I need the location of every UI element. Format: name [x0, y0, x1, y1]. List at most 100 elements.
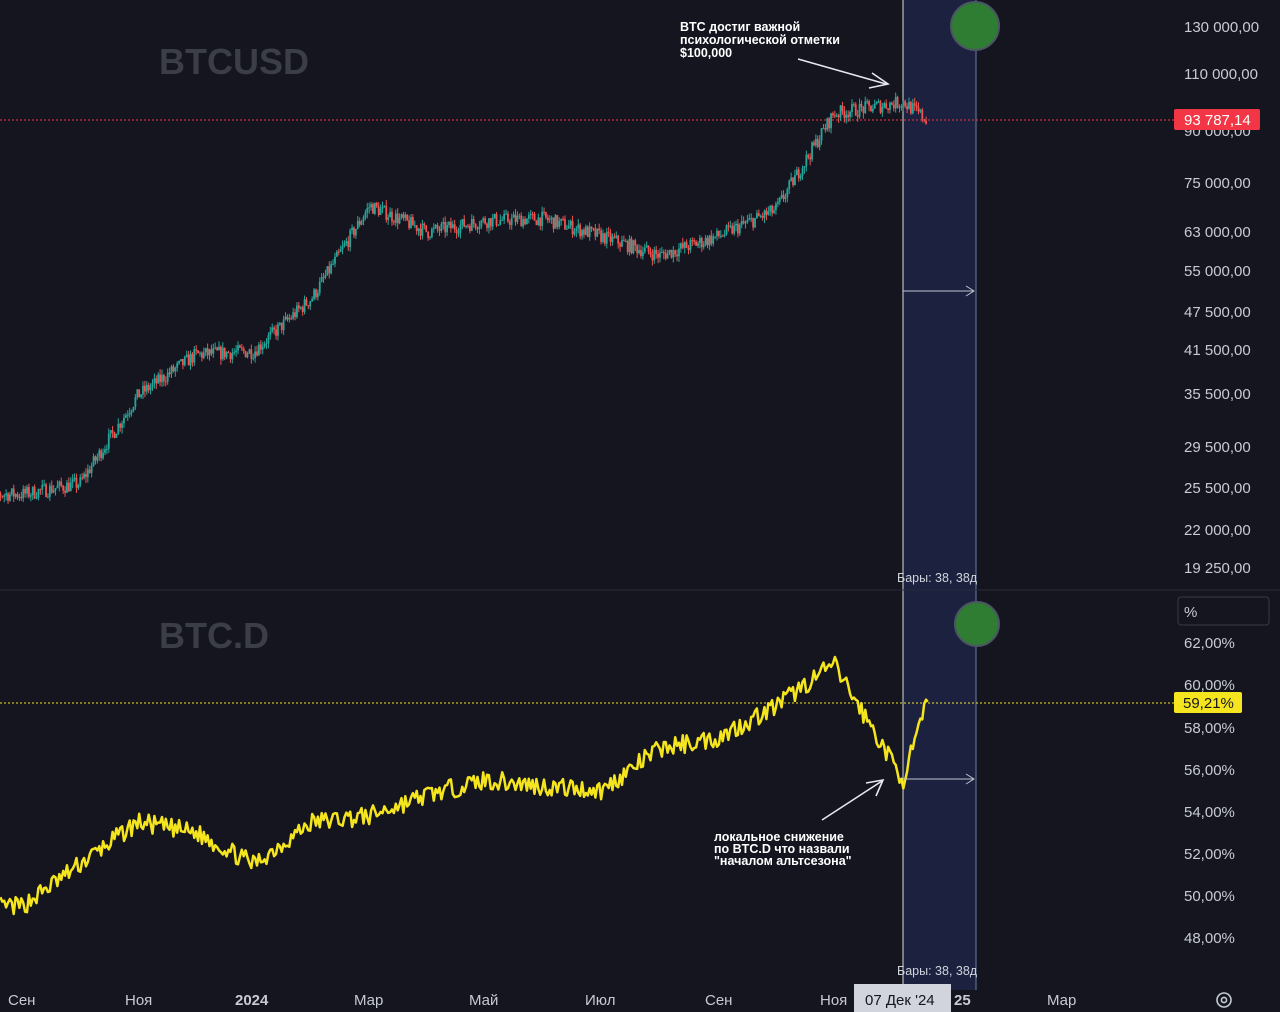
- candle-body: [522, 219, 525, 227]
- candle-body: [334, 256, 336, 264]
- candle-body: [824, 128, 827, 130]
- candle-body: [664, 253, 667, 259]
- candle-body: [795, 169, 798, 176]
- candle-body: [259, 344, 262, 350]
- candle-body: [100, 450, 103, 459]
- candle-body: [581, 229, 583, 237]
- candle-body: [754, 217, 756, 228]
- candle-body: [602, 233, 604, 242]
- candle-body: [43, 484, 46, 486]
- candle-body: [400, 214, 403, 218]
- candle-body: [7, 493, 9, 501]
- candle-body: [856, 115, 859, 117]
- candle-body: [598, 228, 601, 231]
- candle-body: [584, 226, 587, 235]
- candle-body: [81, 477, 84, 479]
- candle-body: [913, 103, 916, 106]
- y-tick-47500: 47 500,00: [1184, 304, 1251, 321]
- candle-body: [240, 347, 243, 349]
- candle-body: [467, 225, 469, 227]
- candle-body: [763, 210, 766, 218]
- candle-body: [210, 349, 213, 354]
- candle-body: [45, 484, 47, 498]
- candle-body: [636, 245, 639, 254]
- candle-body: [136, 389, 139, 398]
- candle-body: [735, 223, 737, 226]
- candle-body: [64, 490, 66, 493]
- candle-body: [263, 343, 266, 347]
- candle-body: [235, 350, 238, 353]
- candle-body: [398, 217, 401, 224]
- candle-body: [256, 351, 258, 356]
- candle-body: [890, 102, 893, 105]
- candle-body: [448, 222, 450, 226]
- candle-body: [265, 343, 268, 345]
- x-tick-jul-2024: Июл: [585, 992, 615, 1009]
- candle-body: [286, 316, 289, 320]
- value-badge: [1174, 692, 1242, 713]
- candle-body: [197, 350, 200, 354]
- candle-body: [96, 456, 99, 461]
- candle-body: [14, 494, 17, 497]
- candle-body: [457, 233, 460, 235]
- candle-body: [419, 228, 422, 236]
- candle-body: [176, 363, 179, 368]
- candle-body: [816, 138, 819, 147]
- candle-body: [590, 226, 593, 229]
- candle-body: [85, 473, 87, 478]
- candle-body: [885, 103, 888, 109]
- candle-body: [575, 228, 578, 232]
- candle-body: [480, 220, 483, 227]
- candle-body: [607, 231, 610, 233]
- candle-body: [488, 218, 490, 228]
- candle-body: [801, 168, 804, 176]
- unit-box[interactable]: [1177, 596, 1270, 626]
- candle-body: [681, 243, 684, 248]
- y-axis-top[interactable]: 130 000,00 110 000,00 90 000,00 75 000,0…: [1184, 19, 1259, 577]
- candle-body: [609, 232, 612, 242]
- y-axis-bottom[interactable]: 62,00% 60,00% 58,00% 56,00% 54,00% 52,00…: [1184, 635, 1235, 947]
- candle-body: [773, 210, 775, 214]
- y-tick-75000: 75 000,00: [1184, 175, 1251, 192]
- candle-body: [915, 105, 918, 108]
- candle-body: [554, 215, 557, 229]
- candle-body: [571, 220, 574, 235]
- candle-body: [3, 495, 6, 497]
- candle-body: [299, 307, 302, 309]
- marker-circle-bottom[interactable]: [954, 601, 1000, 647]
- candle-body: [868, 101, 870, 106]
- range-arrow-top-head: [965, 285, 975, 297]
- candle-body: [679, 243, 682, 249]
- candle-body: [469, 225, 471, 231]
- candle-body: [461, 219, 464, 225]
- candle-body: [187, 354, 190, 366]
- candle-body: [181, 359, 184, 366]
- gear-icon[interactable]: [1216, 992, 1232, 1008]
- candle-body: [90, 465, 93, 473]
- candle-body: [104, 449, 106, 453]
- candle-body: [60, 481, 63, 486]
- annotation-bottom-arrow: [821, 780, 883, 821]
- candle-body: [626, 240, 629, 253]
- candle-body: [54, 488, 57, 491]
- candle-body: [594, 228, 597, 237]
- candle-body: [902, 101, 905, 107]
- candle-body: [514, 214, 517, 222]
- candle-body: [292, 312, 295, 319]
- candle-body: [79, 477, 82, 486]
- candle-body: [353, 227, 355, 236]
- candle-body: [660, 251, 663, 253]
- candle-body: [373, 203, 376, 214]
- candle-body: [535, 220, 538, 225]
- candle-body: [858, 103, 861, 117]
- candle-body: [18, 496, 21, 498]
- candle-body: [649, 251, 652, 255]
- x-axis[interactable]: Сен Ноя 2024 Мар Май Июл Сен Ноя 25 Мар: [8, 992, 1076, 1009]
- candle-body: [360, 221, 363, 225]
- x-tick-mar-2025: Мар: [1047, 992, 1076, 1009]
- range-highlight: [903, 0, 976, 990]
- marker-circle-top[interactable]: [950, 1, 1000, 51]
- candle-body: [402, 214, 405, 218]
- candle-body: [676, 254, 678, 257]
